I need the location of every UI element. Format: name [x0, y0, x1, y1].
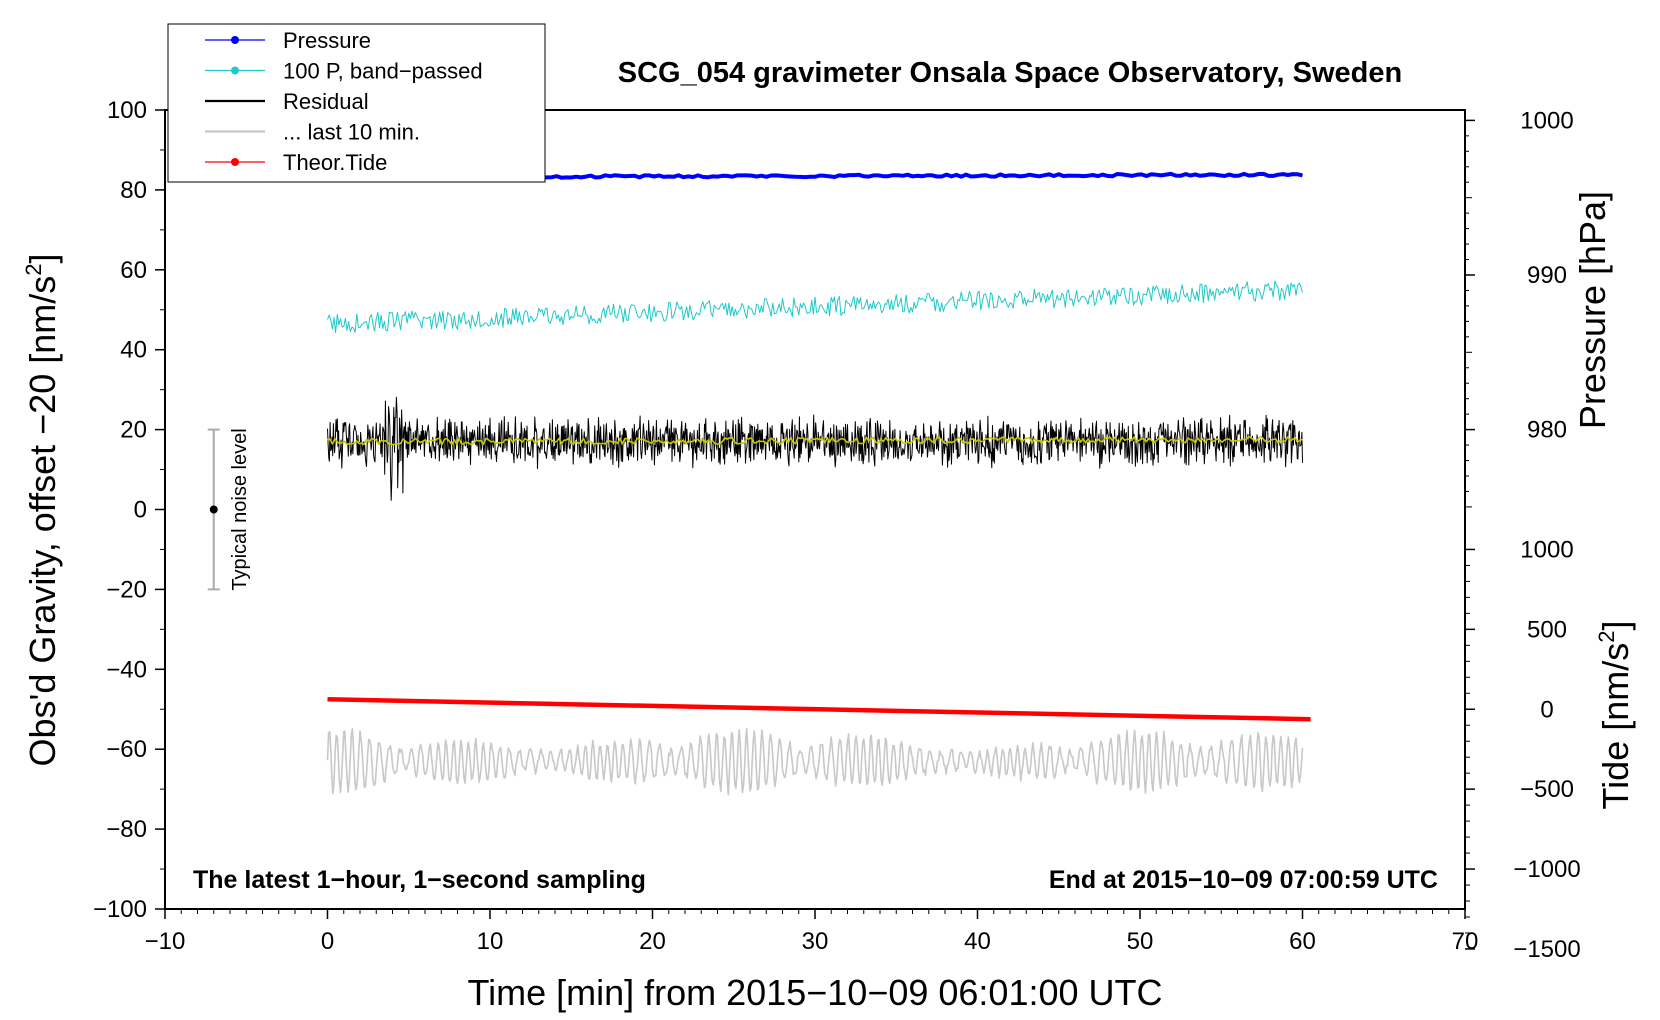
pressure-tick-label: 1000 [1520, 107, 1573, 134]
noise-level-bar: Typical noise level [207, 428, 251, 591]
y-axis-label: Obs'd Gravity, offset −20 [nm/s2] [21, 253, 63, 766]
noise-bar-label: Typical noise level [229, 428, 251, 590]
pressure-axis-label: Pressure [hPa] [1572, 191, 1613, 429]
legend-label: Pressure [283, 28, 371, 53]
plot-frame [164, 109, 1466, 910]
series-line-100-p-band-passed [327, 280, 1303, 333]
data-series [326, 171, 1311, 796]
x-tick-label: 60 [1289, 928, 1316, 955]
y-axis-label-superscript: 2 [21, 264, 46, 276]
axis-ticks [155, 109, 1475, 950]
end-time-note: End at 2015−10−09 07:00:59 UTC [1049, 866, 1438, 894]
series-line--last-10-min- [326, 727, 1304, 796]
tide-tick-label: 1000 [1520, 536, 1573, 563]
tick-labels: −10 0 10 20 30 40 50 60 70−100−80−60−40−20020406… [93, 97, 1581, 963]
tide-tick-label: 500 [1527, 616, 1567, 643]
x-tick-label: −10 [145, 928, 186, 955]
y-tick-label: −40 [106, 656, 147, 683]
x-tick-label: 30 [802, 928, 829, 955]
tide-tick-label: −1000 [1513, 856, 1580, 883]
tide-axis-label: Tide [nm/s2] [1594, 621, 1636, 810]
tide-axis-label-end: ] [1595, 621, 1636, 631]
x-tick-label: 40 [964, 928, 991, 955]
legend-marker [231, 66, 239, 75]
legend-label: Residual [283, 89, 369, 114]
legend-label: 100 P, band−passed [283, 59, 483, 84]
legend: Pressure 100 P, band−passed Residual ... la… [167, 23, 546, 183]
x-tick-label: 70 [1452, 928, 1479, 955]
series-line-residual [327, 396, 1303, 501]
legend-box [167, 23, 546, 183]
tide-tick-label: −500 [1520, 776, 1574, 803]
y-tick-label: 0 [134, 497, 147, 524]
x-tick-label: 0 [321, 928, 334, 955]
legend-marker [231, 36, 239, 44]
tide-axis-label-main: Tide [nm/s [1595, 643, 1636, 810]
legend-label: ... last 10 min. [283, 120, 420, 145]
y-tick-label: 40 [120, 337, 147, 364]
y-tick-label: −80 [106, 816, 147, 843]
y-tick-label: 20 [120, 417, 147, 444]
x-tick-label: 50 [1127, 928, 1154, 955]
y-tick-label: 60 [120, 257, 147, 284]
chart-title: SCG_054 gravimeter Onsala Space Observat… [618, 57, 1402, 89]
y-axis-label-main: Obs'd Gravity, offset −20 [nm/s [22, 276, 63, 767]
series-line-theor-tide [327, 697, 1311, 722]
y-tick-label: −20 [106, 576, 147, 603]
noise-bar-center [209, 505, 218, 514]
x-tick-label: 20 [639, 928, 666, 955]
tide-axis-label-superscript: 2 [1594, 631, 1619, 643]
tide-tick-label: −1500 [1513, 936, 1580, 963]
y-axis-label-end: ] [22, 253, 63, 263]
pressure-tick-label: 990 [1527, 262, 1567, 289]
y-tick-label: −100 [93, 896, 147, 923]
x-tick-label: 10 [477, 928, 504, 955]
legend-label: Theor.Tide [283, 150, 387, 175]
legend-marker [231, 158, 239, 166]
sampling-note: The latest 1−hour, 1−second sampling [193, 866, 646, 894]
x-axis-label: Time [min] from 2015−10−09 06:01:00 UTC [467, 972, 1162, 1013]
y-tick-label: 100 [107, 97, 147, 124]
series-line-residual-smoothed [327, 435, 1303, 446]
y-tick-label: −60 [106, 736, 147, 763]
pressure-tick-label: 980 [1527, 417, 1567, 444]
y-tick-label: 80 [120, 177, 147, 204]
tide-tick-label: 0 [1540, 696, 1553, 723]
